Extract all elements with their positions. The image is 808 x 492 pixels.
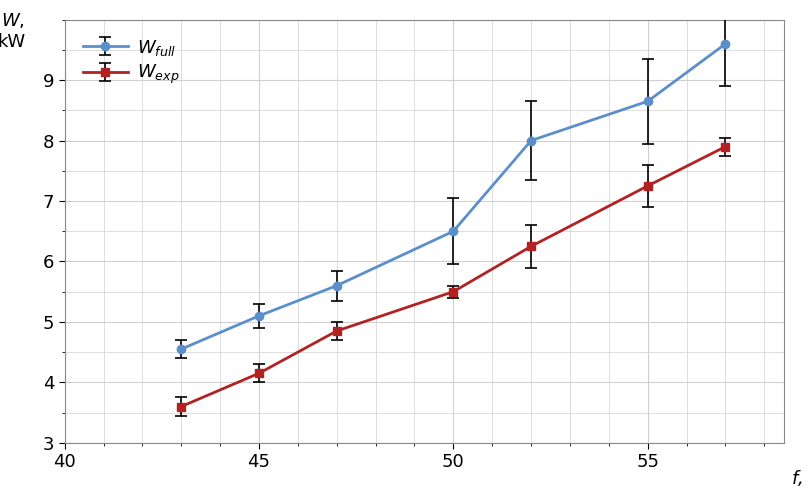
Text: $\mathit{f}$, Hz: $\mathit{f}$, Hz <box>791 468 808 488</box>
Legend: $W_{full}$, $W_{exp}$: $W_{full}$, $W_{exp}$ <box>74 29 188 95</box>
Y-axis label: $\mathit{W}$,
kW: $\mathit{W}$, kW <box>0 11 25 51</box>
